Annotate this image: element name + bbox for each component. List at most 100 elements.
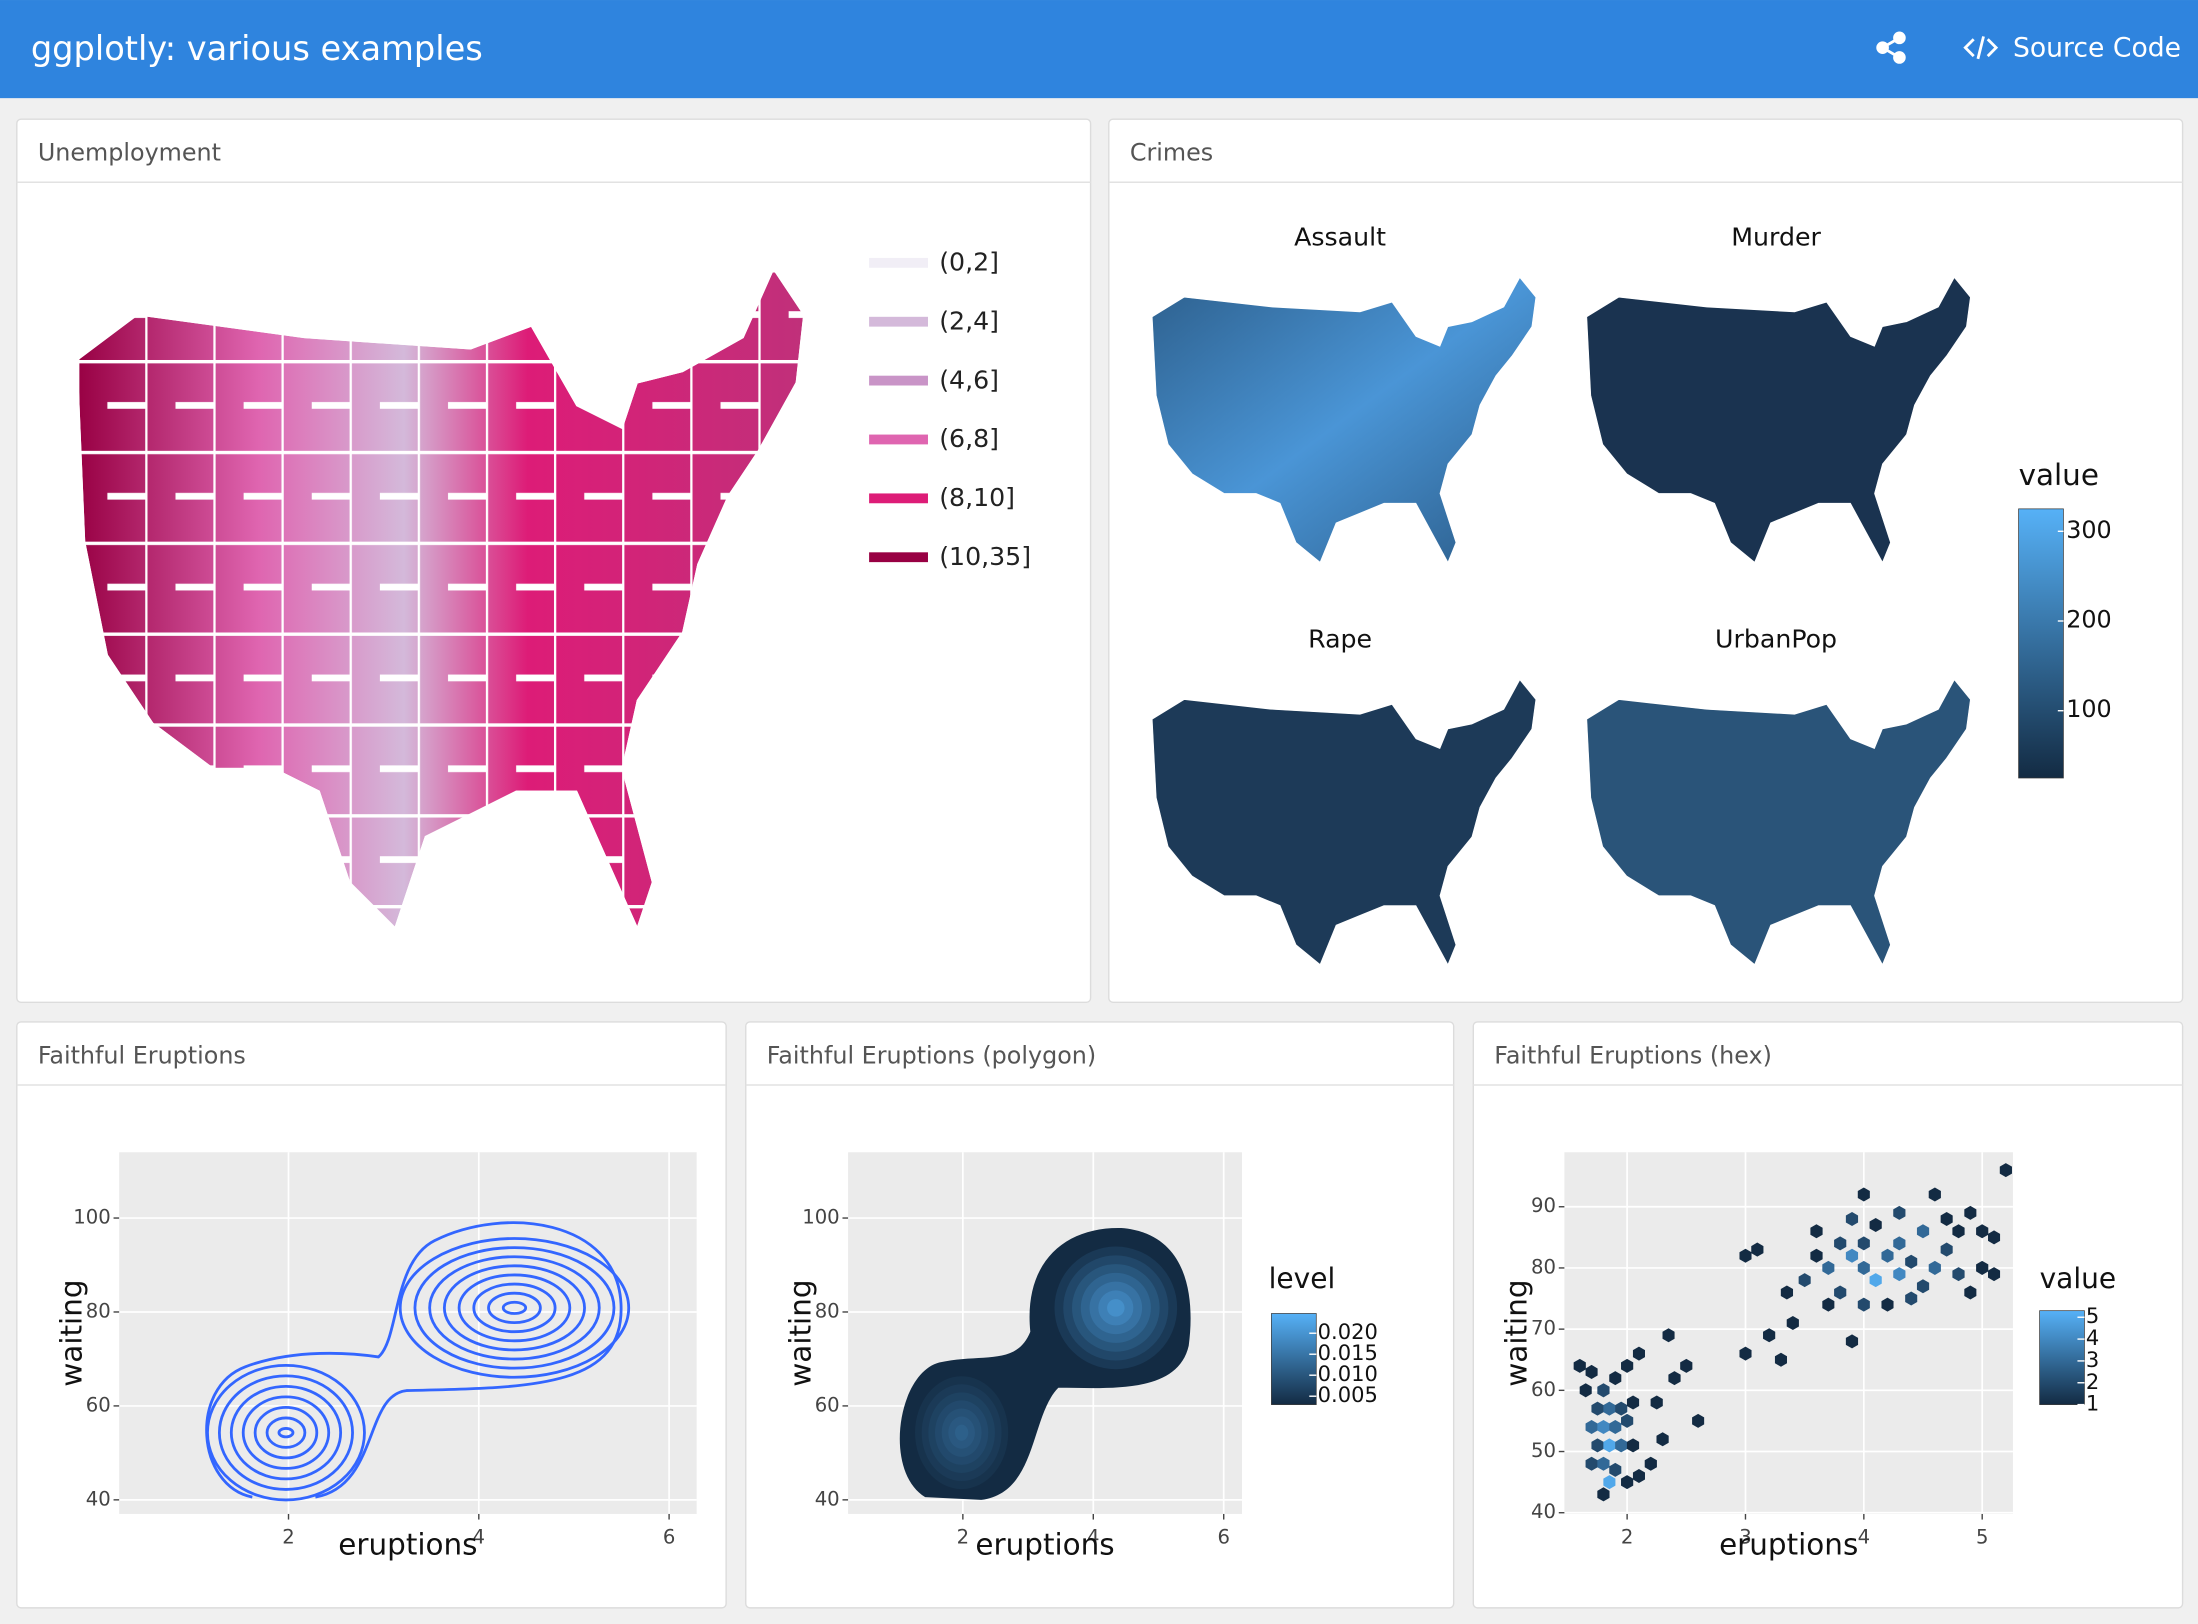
hexbin [1591, 1438, 1604, 1453]
panel-title: Faithful Eruptions (polygon) [767, 1041, 1096, 1069]
hexbin [1780, 1285, 1794, 1300]
hexbin [1579, 1383, 1592, 1398]
hexbin [1597, 1420, 1610, 1435]
contour-line [428, 1255, 601, 1361]
legend-swatch [869, 552, 928, 563]
x-tick-label: 2 [1621, 1525, 1633, 1548]
y-tick-label: 60 [1531, 1378, 1556, 1401]
y-axis-title: waiting [783, 1279, 817, 1386]
dashboard-title: ggplotly: various examples [31, 29, 483, 68]
hexbin [1591, 1401, 1604, 1416]
hexbin [1940, 1211, 1953, 1227]
x-axis-title: eruptions [1719, 1528, 1858, 1562]
hexbin [1869, 1273, 1882, 1288]
hexbin [1845, 1334, 1859, 1349]
colorbar-label: 300 [2066, 516, 2111, 544]
contour-line [206, 1363, 366, 1502]
hexbin [1774, 1352, 1787, 1367]
contour-line [413, 1246, 616, 1370]
facet-title: Rape [1308, 625, 1372, 654]
y-tick-label: 50 [1531, 1439, 1556, 1462]
hexbin [1786, 1316, 1799, 1331]
contour-line [241, 1395, 331, 1470]
x-tick-label: 2 [957, 1525, 969, 1548]
facet-title: Assault [1294, 222, 1386, 251]
hexbin [1650, 1395, 1663, 1410]
source-code-link[interactable]: Source Code [1963, 33, 2181, 64]
hexbin [1597, 1487, 1610, 1502]
contour-line [229, 1384, 343, 1481]
hexbin [1857, 1187, 1870, 1202]
contour-line [277, 1427, 295, 1439]
hexbin [1834, 1285, 1847, 1300]
y-tick-label: 80 [1531, 1255, 1556, 1278]
legend-swatch [869, 375, 928, 386]
colorbar-label: 3 [2086, 1347, 2099, 1372]
colorbar [1271, 1313, 1317, 1405]
x-tick-label: 4 [1858, 1525, 1870, 1548]
hexbin [1644, 1456, 1657, 1471]
hexbin [1739, 1346, 1752, 1361]
contour-line [265, 1416, 307, 1449]
panel-title: Unemployment [38, 139, 221, 167]
colorbar-label: 100 [2066, 695, 2111, 723]
x-tick-label: 4 [1087, 1525, 1099, 1548]
hexbin [1573, 1358, 1586, 1373]
hexbin [1857, 1236, 1870, 1251]
contour-lines [205, 1221, 631, 1502]
hexbin [1603, 1438, 1616, 1453]
hexbin [1621, 1358, 1634, 1373]
y-tick-label: 60 [86, 1393, 111, 1416]
y-tick-label: 90 [1531, 1194, 1556, 1217]
colorbar-label: 200 [2066, 606, 2111, 634]
hexbin [1632, 1346, 1645, 1361]
y-axis-title: waiting [54, 1279, 88, 1386]
y-axis-title: waiting [1500, 1279, 1534, 1386]
colorbar-label: 0.005 [1318, 1382, 1378, 1407]
y-tick-label: 40 [815, 1487, 840, 1510]
hexbin [1662, 1328, 1675, 1343]
contour-line [501, 1300, 528, 1315]
colorbar-label: 2 [2086, 1369, 2099, 1394]
hexbin [1632, 1468, 1645, 1483]
colorbar-title: level [1269, 1262, 1336, 1295]
hexbin [1597, 1456, 1610, 1471]
hexbin [1905, 1254, 1918, 1269]
hexbin [1964, 1205, 1977, 1220]
hexbin [1810, 1224, 1823, 1239]
facet-title: Murder [1731, 222, 1821, 251]
y-tick-label: 70 [1531, 1317, 1556, 1340]
hexbin [1603, 1475, 1616, 1490]
y-tick-label: 80 [86, 1299, 111, 1322]
hexbin [1739, 1248, 1752, 1263]
hexbin [1869, 1218, 1882, 1233]
hexbin [1822, 1297, 1835, 1312]
hexbin [1822, 1260, 1835, 1275]
hexbin [1999, 1163, 2012, 1178]
contour-line [398, 1237, 631, 1379]
legend-label: (0,2] [939, 248, 999, 277]
source-code-label[interactable]: Source Code [2013, 33, 2181, 64]
y-tick-label: 40 [1531, 1500, 1556, 1523]
hexbin [1597, 1383, 1610, 1398]
legend-label: (4,6] [939, 365, 999, 394]
hexbin [1952, 1267, 1965, 1282]
hexbin [1940, 1242, 1953, 1257]
y-tick-label: 100 [802, 1206, 839, 1229]
colorbar-label: 0.015 [1318, 1340, 1378, 1365]
y-tick-label: 60 [815, 1393, 840, 1416]
x-tick-label: 6 [663, 1525, 675, 1548]
hexbin [1988, 1267, 2001, 1282]
legend-swatch [869, 257, 928, 268]
header-bar [0, 0, 2198, 99]
hexbin [1976, 1260, 1989, 1275]
x-tick-label: 5 [1976, 1525, 1988, 1548]
x-tick-label: 2 [282, 1525, 294, 1548]
colorbar-title: value [2019, 458, 2099, 492]
x-tick-label: 3 [1739, 1525, 1751, 1548]
contour-line [442, 1264, 586, 1352]
share-button[interactable] [1876, 31, 1906, 64]
hexbin [1857, 1297, 1870, 1312]
contour-line [217, 1374, 354, 1491]
hexbin [1834, 1236, 1847, 1251]
